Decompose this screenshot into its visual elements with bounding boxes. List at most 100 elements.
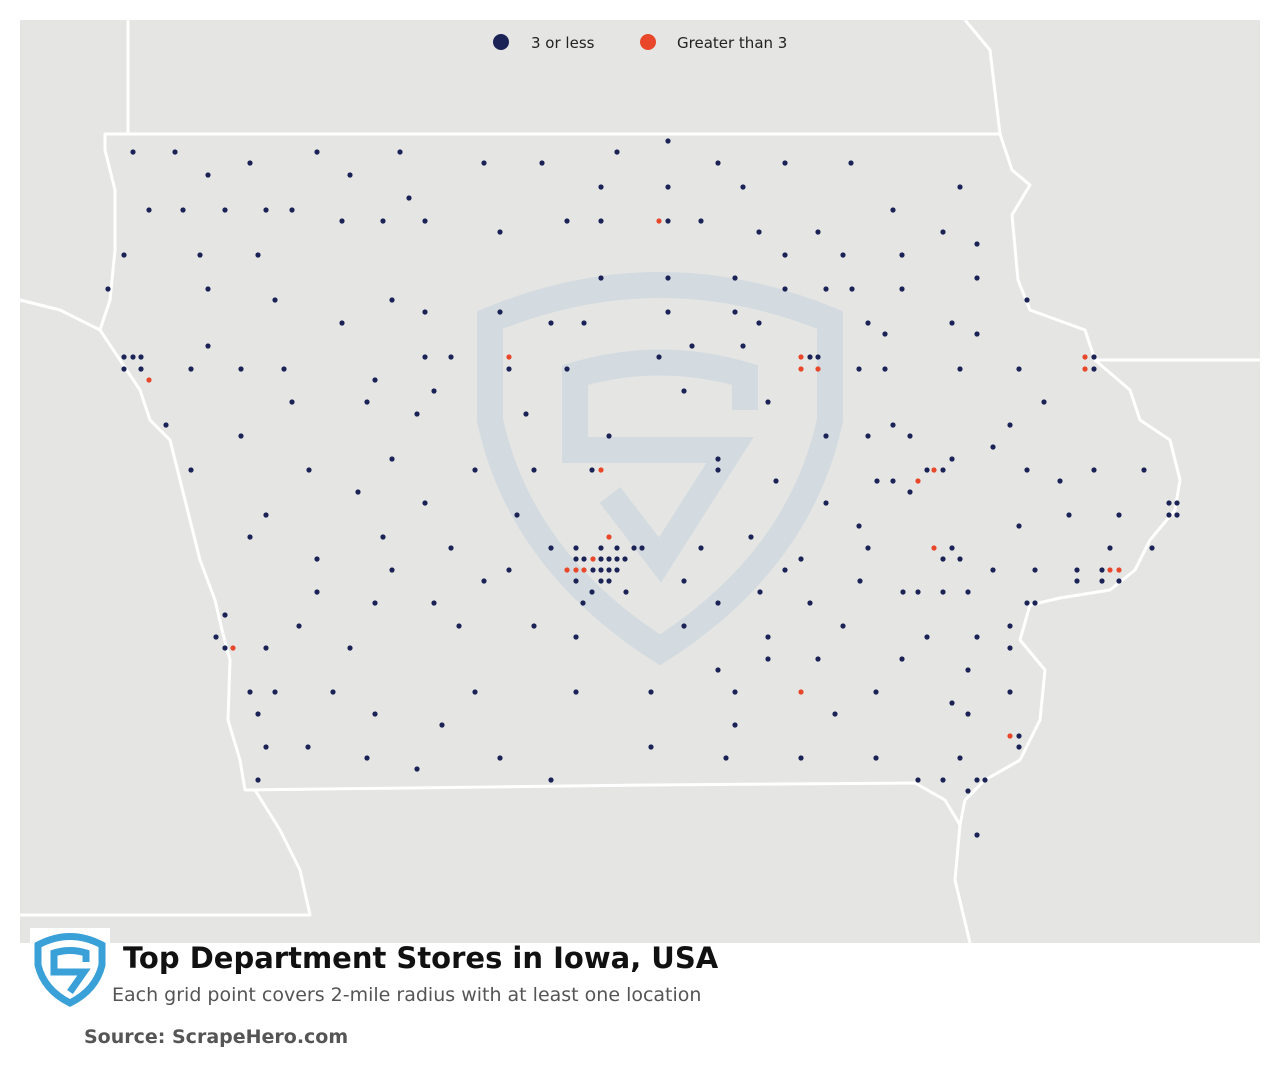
location-dot bbox=[347, 172, 353, 178]
location-dot bbox=[715, 600, 721, 606]
location-dot bbox=[573, 556, 579, 562]
location-dot bbox=[1074, 578, 1080, 584]
location-dot bbox=[1174, 500, 1180, 506]
location-dot bbox=[296, 623, 302, 629]
location-dot bbox=[890, 422, 896, 428]
location-dot bbox=[472, 467, 478, 473]
location-dot bbox=[255, 711, 261, 717]
location-dot bbox=[548, 777, 554, 783]
location-dot bbox=[598, 567, 604, 573]
location-dot bbox=[900, 589, 906, 595]
location-dot bbox=[698, 545, 704, 551]
location-dot bbox=[1116, 578, 1122, 584]
location-dot bbox=[1007, 422, 1013, 428]
location-dot bbox=[197, 252, 203, 258]
location-dot bbox=[263, 512, 269, 518]
location-dot bbox=[1091, 354, 1097, 360]
location-dot bbox=[548, 320, 554, 326]
location-dot bbox=[422, 500, 428, 506]
location-dot bbox=[798, 755, 804, 761]
location-dot bbox=[689, 343, 695, 349]
location-dot bbox=[598, 275, 604, 281]
location-dot bbox=[263, 645, 269, 651]
location-dot bbox=[665, 218, 671, 224]
location-dot bbox=[188, 366, 194, 372]
location-dot bbox=[907, 433, 913, 439]
location-dot bbox=[1057, 478, 1063, 484]
location-dot bbox=[823, 433, 829, 439]
location-dot bbox=[281, 366, 287, 372]
location-dot bbox=[1074, 567, 1080, 573]
location-dot bbox=[974, 634, 980, 640]
location-dot bbox=[823, 286, 829, 292]
location-dot bbox=[598, 545, 604, 551]
location-dot bbox=[965, 589, 971, 595]
location-dot bbox=[715, 456, 721, 462]
location-dot bbox=[255, 777, 261, 783]
location-dot bbox=[598, 467, 604, 473]
location-dot bbox=[1091, 366, 1097, 372]
location-dot bbox=[564, 218, 570, 224]
location-dot bbox=[606, 556, 612, 562]
location-dot bbox=[1116, 567, 1122, 573]
location-dot bbox=[372, 600, 378, 606]
location-dot bbox=[924, 467, 930, 473]
subtitle: Each grid point covers 2-mile radius wit… bbox=[112, 984, 701, 1006]
location-dot bbox=[564, 366, 570, 372]
location-dot bbox=[639, 545, 645, 551]
location-dot bbox=[364, 399, 370, 405]
location-dot bbox=[1007, 623, 1013, 629]
location-dot bbox=[815, 656, 821, 662]
location-dot bbox=[782, 160, 788, 166]
location-dot bbox=[732, 689, 738, 695]
location-dot bbox=[380, 218, 386, 224]
location-dot bbox=[146, 207, 152, 213]
location-dot bbox=[606, 567, 612, 573]
location-dot bbox=[990, 567, 996, 573]
location-dot bbox=[406, 195, 412, 201]
location-dot bbox=[573, 545, 579, 551]
location-dot bbox=[422, 218, 428, 224]
location-dot bbox=[188, 467, 194, 473]
location-dot bbox=[782, 567, 788, 573]
location-dot bbox=[456, 623, 462, 629]
location-dot bbox=[974, 241, 980, 247]
location-dot bbox=[506, 366, 512, 372]
location-dot bbox=[798, 354, 804, 360]
location-dot bbox=[222, 207, 228, 213]
location-dot bbox=[238, 366, 244, 372]
location-dot bbox=[497, 755, 503, 761]
location-dot bbox=[773, 478, 779, 484]
location-dot bbox=[974, 331, 980, 337]
location-dot bbox=[782, 252, 788, 258]
source: Source: ScrapeHero.com bbox=[84, 1026, 348, 1048]
location-dot bbox=[907, 489, 913, 495]
location-dot bbox=[581, 320, 587, 326]
location-dot bbox=[757, 589, 763, 595]
legend-label: Greater than 3 bbox=[677, 34, 787, 52]
location-dot bbox=[665, 275, 671, 281]
location-dot bbox=[782, 286, 788, 292]
location-dot bbox=[974, 832, 980, 838]
location-dot bbox=[372, 377, 378, 383]
location-dot bbox=[573, 567, 579, 573]
location-dot bbox=[564, 567, 570, 573]
location-dot bbox=[949, 545, 955, 551]
location-dot bbox=[756, 320, 762, 326]
title: Top Department Stores in Iowa, USA bbox=[123, 941, 719, 975]
location-dot bbox=[606, 534, 612, 540]
location-dot bbox=[899, 656, 905, 662]
location-dot bbox=[656, 218, 662, 224]
location-dot bbox=[255, 252, 261, 258]
location-dot bbox=[798, 689, 804, 695]
location-dot bbox=[205, 286, 211, 292]
location-dot bbox=[723, 755, 729, 761]
location-dot bbox=[815, 366, 821, 372]
location-dot bbox=[614, 556, 620, 562]
location-dot bbox=[372, 711, 378, 717]
location-dot bbox=[965, 788, 971, 794]
location-dot bbox=[247, 160, 253, 166]
location-dot bbox=[481, 160, 487, 166]
location-dot bbox=[305, 744, 311, 750]
